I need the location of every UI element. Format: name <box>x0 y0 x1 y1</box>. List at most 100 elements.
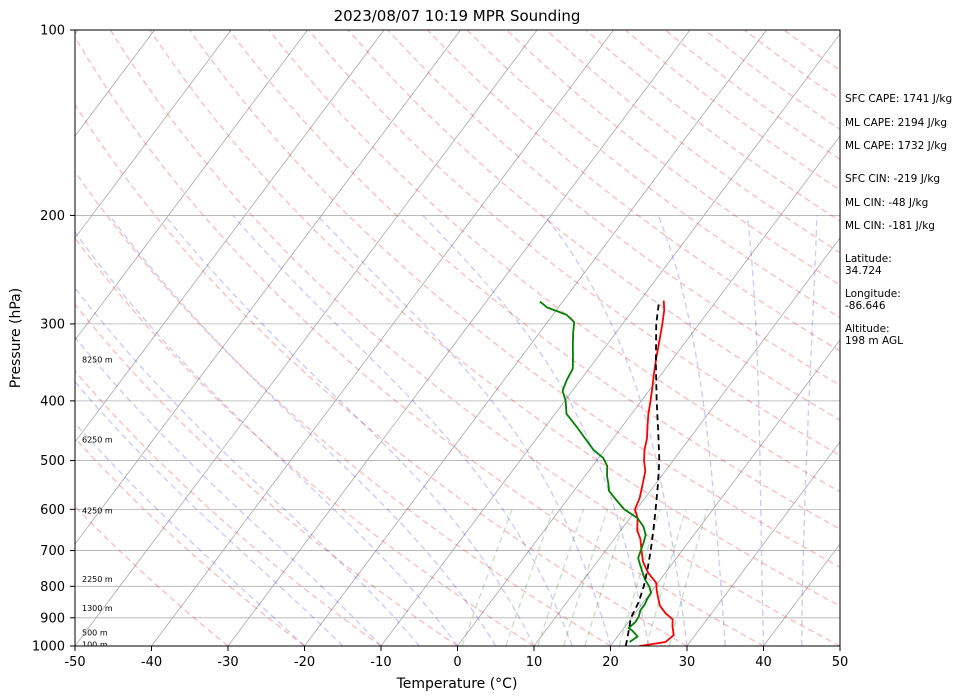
axes: -50 -40 -30 -20 -10 0 10 20 30 40 50 100 200 300 400 50… <box>32 24 848 671</box>
height-label: 8250 m <box>82 356 113 365</box>
annotation-text: SFC CAPE: 1741 J/kg <box>845 93 952 105</box>
y-tick-label: 600 <box>40 503 65 518</box>
plot-frame <box>74 29 841 647</box>
dry-adiabat <box>149 30 840 607</box>
moist-adiabat <box>316 214 612 646</box>
isotherms <box>0 30 840 646</box>
annotation-text: Longitude: <box>845 288 901 300</box>
dry-adiabat <box>75 369 382 646</box>
isotherm-line <box>75 30 232 239</box>
y-tick-label: 800 <box>40 580 65 595</box>
x-tick-label: -20 <box>294 655 315 670</box>
x-tick-label: 30 <box>679 655 696 670</box>
moist-adiabat <box>232 214 573 646</box>
dry-adiabat <box>189 30 840 568</box>
dry-adiabat <box>228 30 840 530</box>
dry-adiabat <box>466 30 840 319</box>
moist-adiabat <box>801 215 818 646</box>
mixing-ratio-line <box>645 509 687 646</box>
annotation-text: 34.724 <box>845 265 882 277</box>
x-tick-label: -10 <box>370 655 391 670</box>
annotation-text: ML CAPE: 2194 J/kg <box>845 117 947 129</box>
annotation-text: Altitude: <box>845 323 890 335</box>
moist-adiabats <box>75 214 840 646</box>
x-tick-label: 40 <box>755 655 772 670</box>
moist-adiabat <box>75 231 459 646</box>
y-tick-label: 400 <box>40 394 65 409</box>
dewpoint-line <box>539 300 652 643</box>
moist-adiabat <box>657 215 726 646</box>
mixing-ratio-line <box>618 509 661 646</box>
dry-adiabat <box>506 30 840 286</box>
isotherm-line <box>533 237 840 646</box>
annotation-text: 198 m AGL <box>845 335 903 347</box>
moist-adiabat <box>422 214 650 646</box>
y-tick-label: 900 <box>40 611 65 626</box>
height-label: 500 m <box>82 628 108 637</box>
height-label: 6250 m <box>82 435 113 444</box>
x-tick-label: -30 <box>217 655 238 670</box>
moist-adiabat <box>544 215 688 646</box>
dry-adiabat <box>75 236 535 646</box>
dry-adiabat <box>426 30 840 352</box>
mixing-ratio-line <box>584 509 629 646</box>
height-label: 1300 m <box>82 604 113 613</box>
moist-adiabat <box>75 336 382 646</box>
moist-adiabat <box>75 286 420 646</box>
annotation-text: -86.646 <box>845 300 886 312</box>
dry-adiabat <box>268 30 840 493</box>
isobar-grid <box>75 30 840 646</box>
moist-adiabat <box>746 215 765 646</box>
dry-adiabat <box>75 103 688 646</box>
mixing-ratio-line <box>461 509 513 646</box>
y-tick-label: 300 <box>40 317 65 332</box>
x-tick-label: 0 <box>453 655 461 670</box>
isotherm-line <box>75 30 308 341</box>
dry-adiabat <box>307 30 840 457</box>
isotherm-line <box>75 30 538 646</box>
isotherm-line <box>75 30 385 443</box>
annotation-text: ML CIN: -181 J/kg <box>845 220 935 232</box>
height-labels: 100 m 500 m 1300 m 2250 m 4250 m 6250 m 8250 m <box>82 356 113 649</box>
moist-adiabat <box>75 422 305 646</box>
dry-adiabat <box>75 35 764 646</box>
moist-adiabat <box>164 214 535 646</box>
x-tick-label: -50 <box>64 655 85 670</box>
x-tick-label: 10 <box>526 655 543 670</box>
annotation-text: ML CIN: -48 J/kg <box>845 197 928 209</box>
annotation-text: SFC CIN: -219 J/kg <box>845 173 940 185</box>
isotherm-line <box>227 30 691 646</box>
annotation-text: Latitude: <box>845 253 892 265</box>
height-label: 4250 m <box>82 507 113 516</box>
isotherm-line <box>0 30 2 646</box>
x-tick-label: 50 <box>832 655 849 670</box>
plot-area: 100 m 500 m 1300 m 2250 m 4250 m 6250 m 8250 m <box>0 30 840 649</box>
x-tick-label: -40 <box>141 655 162 670</box>
dry-adiabat <box>75 505 229 646</box>
dry-adiabat <box>75 303 458 646</box>
height-label: 100 m <box>82 640 108 649</box>
isotherm-line <box>610 339 840 646</box>
profile-series <box>539 300 675 646</box>
isotherm-line <box>686 441 840 646</box>
parcel-line <box>624 300 661 646</box>
mixing-ratio-lines <box>461 509 708 646</box>
isotherm-line <box>75 30 461 545</box>
moist-adiabat <box>108 215 497 646</box>
x-axis-title: Temperature (°C) <box>396 676 518 692</box>
mixing-ratio-line <box>668 509 708 646</box>
isotherm-line <box>151 30 614 646</box>
isotherm-line <box>304 30 767 646</box>
y-tick-label: 500 <box>40 454 65 469</box>
isotherm-line <box>457 135 840 646</box>
y-tick-label: 100 <box>40 24 65 39</box>
dry-adiabats <box>75 30 840 646</box>
y-tick-label: 700 <box>40 544 65 559</box>
moist-adiabat <box>75 380 344 646</box>
y-tick-label: 1000 <box>32 640 65 655</box>
side-annotations: SFC CAPE: 1741 J/kg ML CAPE: 2194 J/kg ML … <box>845 93 952 347</box>
dry-adiabat <box>75 170 611 646</box>
isotherm-line <box>75 30 155 137</box>
y-tick-label: 200 <box>40 209 65 224</box>
